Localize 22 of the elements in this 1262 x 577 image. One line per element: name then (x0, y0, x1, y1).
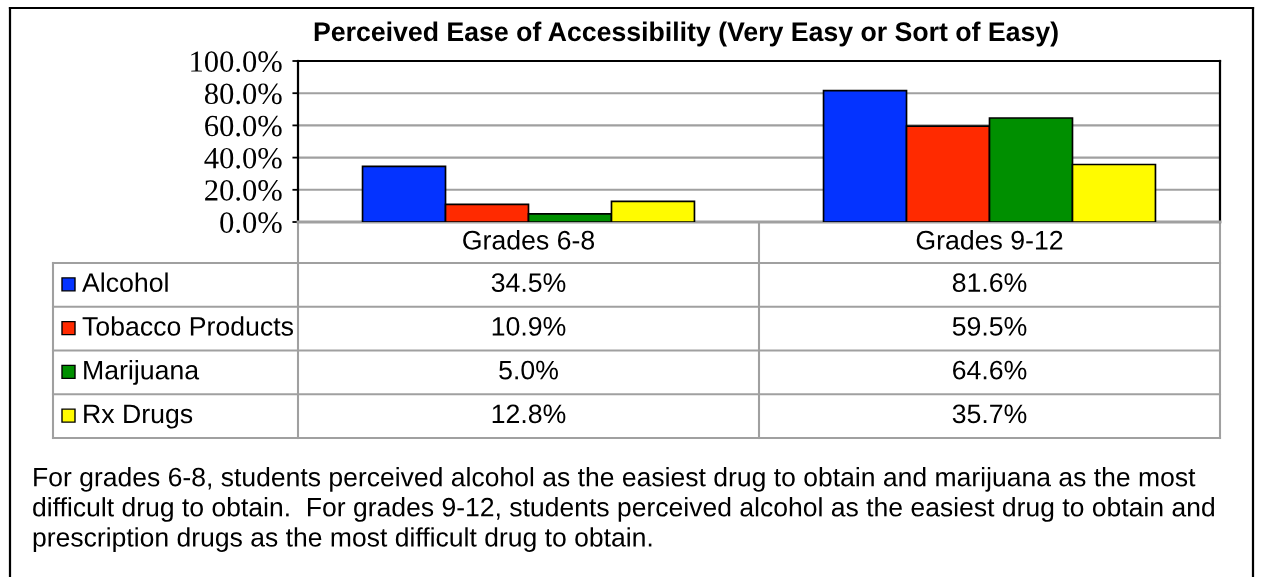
y-tick-label: 40.0% (204, 147, 282, 169)
y-tick-label: 60.0% (205, 115, 282, 137)
legend-label: Marijuana (84, 359, 200, 385)
legend-label: Tobacco Products (82, 316, 293, 336)
data-label: 35.7% (952, 404, 1027, 424)
data-label: 59.5% (952, 316, 1027, 336)
data-label: 12.8% (492, 404, 566, 424)
y-tick-label: 20.0% (205, 180, 282, 201)
data-label: 64.6% (953, 360, 1027, 380)
data-label: 34.5% (491, 273, 566, 293)
data-label: 5.0% (499, 360, 558, 380)
chart-title: Perceived Ease of Accessibility (Very Easy or Sort of Easy) (314, 21, 1058, 47)
legend-label: Rx Drugs (84, 404, 193, 429)
y-tick-label: 80.0% (204, 83, 282, 105)
x-tick-label: Grades 6-8 (463, 230, 595, 250)
data-label: 10.9% (492, 316, 566, 336)
y-tick-label: 100.0% (191, 51, 282, 73)
data-label: 81.6% (952, 273, 1027, 293)
y-tick-label: 0.0% (220, 212, 282, 234)
x-tick-label: Grades 9-12 (916, 230, 1063, 250)
text: For grades 6-8, students perceived alcohol as the easiest drug to obtain and marijuana as the most difficult drug to obtain. For grades 9-12, students perceived alcohol as the easiest drug to obtain and prescription drugs as the most difficult drug to obtain. (33, 467, 1214, 552)
legend-label: Alcohol (82, 272, 168, 293)
